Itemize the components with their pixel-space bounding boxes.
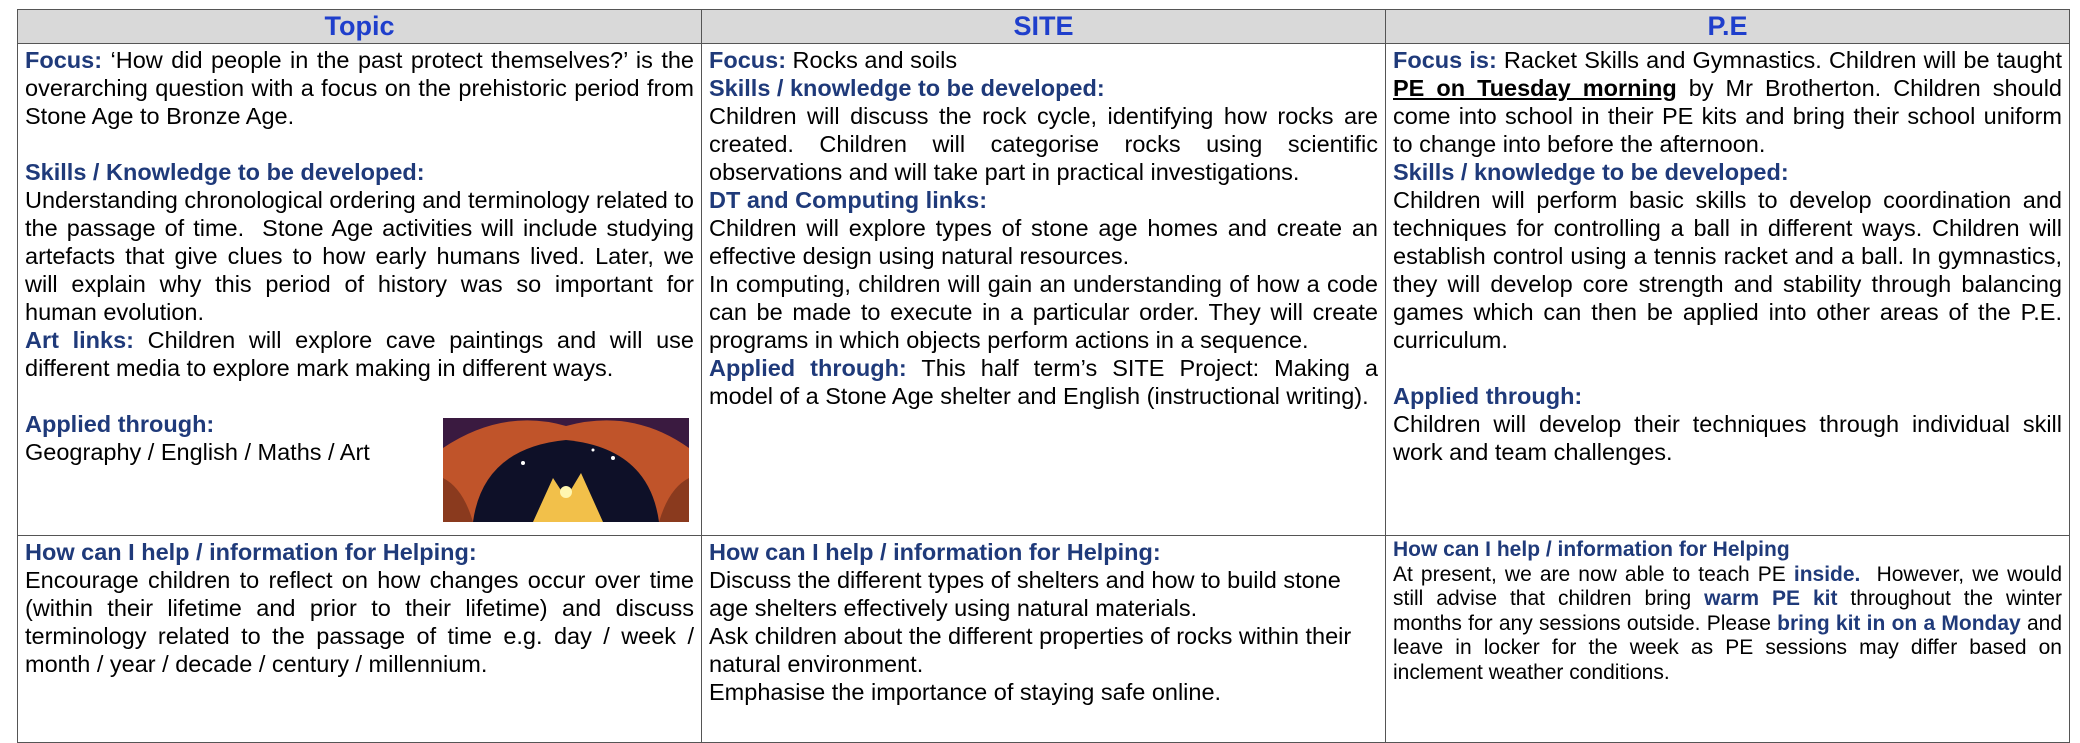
text-run: Racket Skills and Gymnastics. Children w…	[1496, 47, 2069, 73]
paragraph: How can I help / information for Helping…	[25, 538, 694, 566]
paragraph: Focus: Rocks and soils	[709, 46, 1378, 74]
label-run: Applied through:	[25, 411, 215, 437]
paragraph: Discuss the different types of shelters …	[709, 566, 1378, 622]
paragraph: How can I help / information for Helping	[1393, 538, 2062, 563]
text-run: by Mr Brotherton. Children should come i…	[1393, 75, 2069, 157]
label-run: Applied through:	[1393, 383, 1583, 409]
paragraph: Encourage children to reflect on how cha…	[25, 566, 694, 678]
paragraph: Children will explore types of stone age…	[709, 214, 1378, 270]
label-run: Focus:	[709, 47, 787, 73]
text-run: This half term’s SITE Project: Making a …	[709, 355, 1385, 409]
text-run: Geography / English / Maths / Art	[25, 439, 370, 465]
text-run: Children will discuss the rock cycle, id…	[709, 103, 1385, 185]
paragraph: Emphasise the importance of staying safe…	[709, 678, 1378, 706]
label-run: Skills / knowledge to be developed:	[1393, 159, 1789, 185]
text-run: Encourage children to reflect on how cha…	[25, 567, 701, 677]
help-cell: How can I help / information for Helping…	[701, 535, 1386, 743]
text-run: Children will explore cave paintings and…	[25, 327, 701, 381]
help-cell: How can I help / information for Helping…	[17, 535, 702, 743]
label-run: Skills / Knowledge to be developed:	[25, 159, 425, 185]
label-run: DT and Computing links:	[709, 187, 988, 213]
text-run: and leave in locker for the week as PE s…	[1393, 611, 2068, 684]
paragraph: How can I help / information for Helping…	[709, 538, 1378, 566]
label-run: How can I help / information for Helping…	[25, 539, 477, 565]
paragraph: Geography / English / Maths / Art	[25, 438, 694, 466]
text-run: Understanding chronological ordering and…	[25, 187, 701, 325]
text-run: ‘How did people in the past protect them…	[25, 47, 701, 129]
label-run: Skills / knowledge to be developed:	[709, 75, 1105, 101]
paragraph: In computing, children will gain an unde…	[709, 270, 1378, 354]
label-run: How can I help / information for Helping	[1393, 538, 1790, 561]
text-run: However, we would still advise that chil…	[1393, 562, 2068, 611]
paragraph: Children will develop their techniques t…	[1393, 410, 2062, 466]
text-run: Children will explore types of stone age…	[709, 215, 1385, 269]
paragraph: Children will discuss the rock cycle, id…	[709, 102, 1378, 186]
emphasis-run: warm PE kit	[1704, 587, 1838, 610]
cave-painting-image	[443, 418, 689, 522]
text-run: throughout the winter months for any ses…	[1393, 587, 2068, 635]
body-cell: Focus: Rocks and soils Skills / knowledge…	[701, 43, 1386, 536]
column-header: P.E	[1385, 9, 2070, 44]
underline-run: PE on Tuesday morning	[1393, 75, 1677, 101]
paragraph: Applied through: This half term’s SITE P…	[709, 354, 1378, 410]
label-run: Applied through:	[709, 355, 907, 381]
paragraph: Understanding chronological ordering and…	[25, 186, 694, 326]
label-run: Focus is:	[1393, 47, 1497, 73]
emphasis-run: bring kit in on a Monday	[1777, 611, 2021, 635]
text-run: Emphasise the importance of staying safe…	[709, 679, 1222, 705]
label-run: Art links:	[25, 327, 134, 353]
paragraph: Skills / Knowledge to be developed:	[25, 158, 694, 186]
text-run: Ask children about the different propert…	[709, 623, 1358, 677]
paragraph: At present, we are now able to teach PE …	[1393, 563, 2062, 686]
label-run: Focus:	[25, 47, 103, 73]
column-header: SITE	[701, 9, 1386, 44]
paragraph: Applied through:	[1393, 382, 2062, 410]
text-run: At present, we are now able to teach PE	[1393, 562, 1794, 586]
text-run: Discuss the different types of shelters …	[709, 567, 1348, 621]
text-run: Children will perform basic skills to de…	[1393, 187, 2069, 353]
paragraph: Children will perform basic skills to de…	[1393, 186, 2062, 354]
paragraph: Art links: Children will explore cave pa…	[25, 326, 694, 382]
paragraph: Skills / knowledge to be developed:	[1393, 158, 2062, 186]
help-cell: How can I help / information for Helping…	[1385, 535, 2070, 743]
body-cell: Focus: ‘How did people in the past prote…	[17, 43, 702, 536]
text-run: Children will develop their techniques t…	[1393, 411, 2069, 465]
body-cell: Focus is: Racket Skills and Gymnastics. …	[1385, 43, 2070, 536]
paragraph: DT and Computing links:	[709, 186, 1378, 214]
column-header: Topic	[17, 9, 702, 44]
paragraph: Focus is: Racket Skills and Gymnastics. …	[1393, 46, 2062, 158]
paragraph: Focus: ‘How did people in the past prote…	[25, 46, 694, 130]
paragraph: Ask children about the different propert…	[709, 622, 1378, 678]
text-run: In computing, children will gain an unde…	[709, 271, 1385, 353]
paragraph: Skills / knowledge to be developed:	[709, 74, 1378, 102]
text-run: Rocks and soils	[786, 47, 958, 73]
emphasis-run: inside.	[1793, 562, 1861, 586]
paragraph: Applied through:	[25, 410, 694, 438]
label-run: How can I help / information for Helping…	[709, 539, 1161, 565]
